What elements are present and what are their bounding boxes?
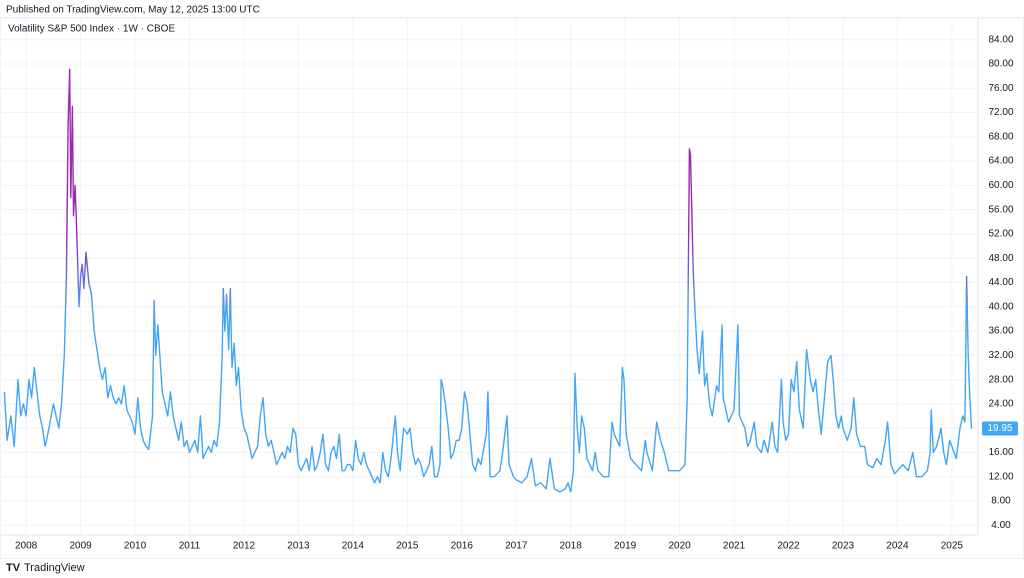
x-tick-label: 2017 xyxy=(505,541,528,552)
y-tick-label: 4.00 xyxy=(991,520,1011,531)
tv-logo: TV xyxy=(6,562,21,574)
y-tick-label: 12.00 xyxy=(988,471,1013,482)
y-tick-label: 68.00 xyxy=(988,131,1013,142)
x-tick-label: 2024 xyxy=(886,541,909,552)
chart-frame xyxy=(0,17,1024,560)
y-tick-label: 32.00 xyxy=(988,350,1013,361)
footer xyxy=(0,559,1024,578)
x-tick-label: 2022 xyxy=(777,541,800,552)
y-tick-label: 76.00 xyxy=(988,83,1013,94)
x-tick-label: 2020 xyxy=(668,541,691,552)
y-tick-label: 84.00 xyxy=(988,34,1013,45)
x-tick-label: 2025 xyxy=(941,541,964,552)
y-tick-label: 56.00 xyxy=(988,204,1013,215)
x-tick-label: 2009 xyxy=(69,541,92,552)
x-tick-label: 2010 xyxy=(124,541,147,552)
x-tick-label: 2015 xyxy=(396,541,419,552)
y-tick-label: 16.00 xyxy=(988,447,1013,458)
x-tick-label: 2013 xyxy=(287,541,310,552)
y-tick-label: 48.00 xyxy=(988,253,1013,264)
chart-title: Volatility S&P 500 Index · 1W · CBOE xyxy=(8,24,175,35)
x-tick-label: 2014 xyxy=(342,541,365,552)
y-tick-label: 28.00 xyxy=(988,374,1013,385)
brand: TradingView xyxy=(24,562,85,574)
x-tick-label: 2023 xyxy=(832,541,855,552)
y-tick-label: 36.00 xyxy=(988,326,1013,337)
x-tick-label: 2018 xyxy=(560,541,583,552)
y-tick-label: 60.00 xyxy=(988,180,1013,191)
x-tick-label: 2016 xyxy=(451,541,474,552)
y-tick-label: 52.00 xyxy=(988,229,1013,240)
x-tick-label: 2021 xyxy=(723,541,746,552)
y-tick-label: 80.00 xyxy=(988,59,1013,70)
y-tick-label: 64.00 xyxy=(988,156,1013,167)
y-tick-label: 72.00 xyxy=(988,107,1013,118)
published-note: Published on TradingView.com, May 12, 20… xyxy=(6,5,260,16)
y-tick-label: 8.00 xyxy=(991,496,1011,507)
price-line xyxy=(3,68,973,493)
last-value-label: 19.95 xyxy=(987,423,1012,434)
last-value-box xyxy=(982,421,1018,436)
y-tick-label: 24.00 xyxy=(988,399,1013,410)
y-tick-label: 40.00 xyxy=(988,301,1013,312)
x-tick-label: 2011 xyxy=(179,541,201,552)
y-tick-label: 44.00 xyxy=(988,277,1013,288)
x-tick-label: 2012 xyxy=(233,541,256,552)
x-tick-label: 2008 xyxy=(15,541,38,552)
x-tick-label: 2019 xyxy=(614,541,637,552)
